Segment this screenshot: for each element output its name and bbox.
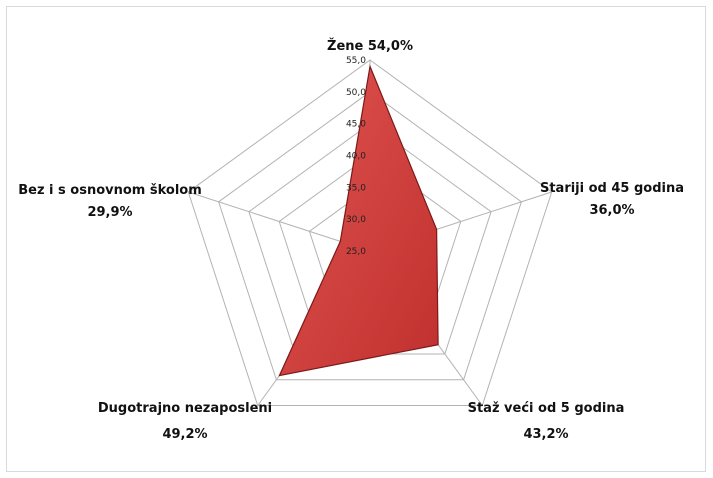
category-value-staz: 43,2% <box>523 427 568 442</box>
radial-tick-label: 45,0 <box>346 120 366 130</box>
category-label-zene: Žene 54,0% <box>327 38 413 54</box>
radial-tick-label: 40,0 <box>346 152 366 162</box>
radar-series <box>278 64 439 377</box>
grid-ring <box>187 59 553 406</box>
category-label-bez: Bez i s osnovnom školom <box>18 183 202 198</box>
category-label-dugotrajno: Dugotrajno nezaposleni <box>98 401 272 416</box>
category-label-stariji: Stariji od 45 godina <box>540 181 684 196</box>
grid-ring <box>218 91 522 381</box>
radial-tick-label: 55,0 <box>346 56 366 66</box>
category-value-stariji: 36,0% <box>589 203 634 218</box>
category-labels: Žene 54,0% Stariji od 45 godina 36,0% St… <box>18 38 684 442</box>
radial-tick-label: 25,0 <box>346 247 366 257</box>
radial-tick-label: 30,0 <box>346 215 366 225</box>
chart-frame <box>6 6 706 472</box>
series-area <box>278 64 439 377</box>
category-label-staz: Staž veći od 5 godina <box>468 401 625 416</box>
radial-tick-label: 50,0 <box>346 88 366 98</box>
category-value-bez: 29,9% <box>87 205 132 220</box>
grid-spoke <box>188 191 371 252</box>
category-value-dugotrajno: 49,2% <box>162 427 207 442</box>
radial-axis-ticks: 25,0 30,0 35,0 40,0 45,0 50,0 55,0 <box>346 56 366 257</box>
radial-tick-label: 35,0 <box>346 183 366 193</box>
